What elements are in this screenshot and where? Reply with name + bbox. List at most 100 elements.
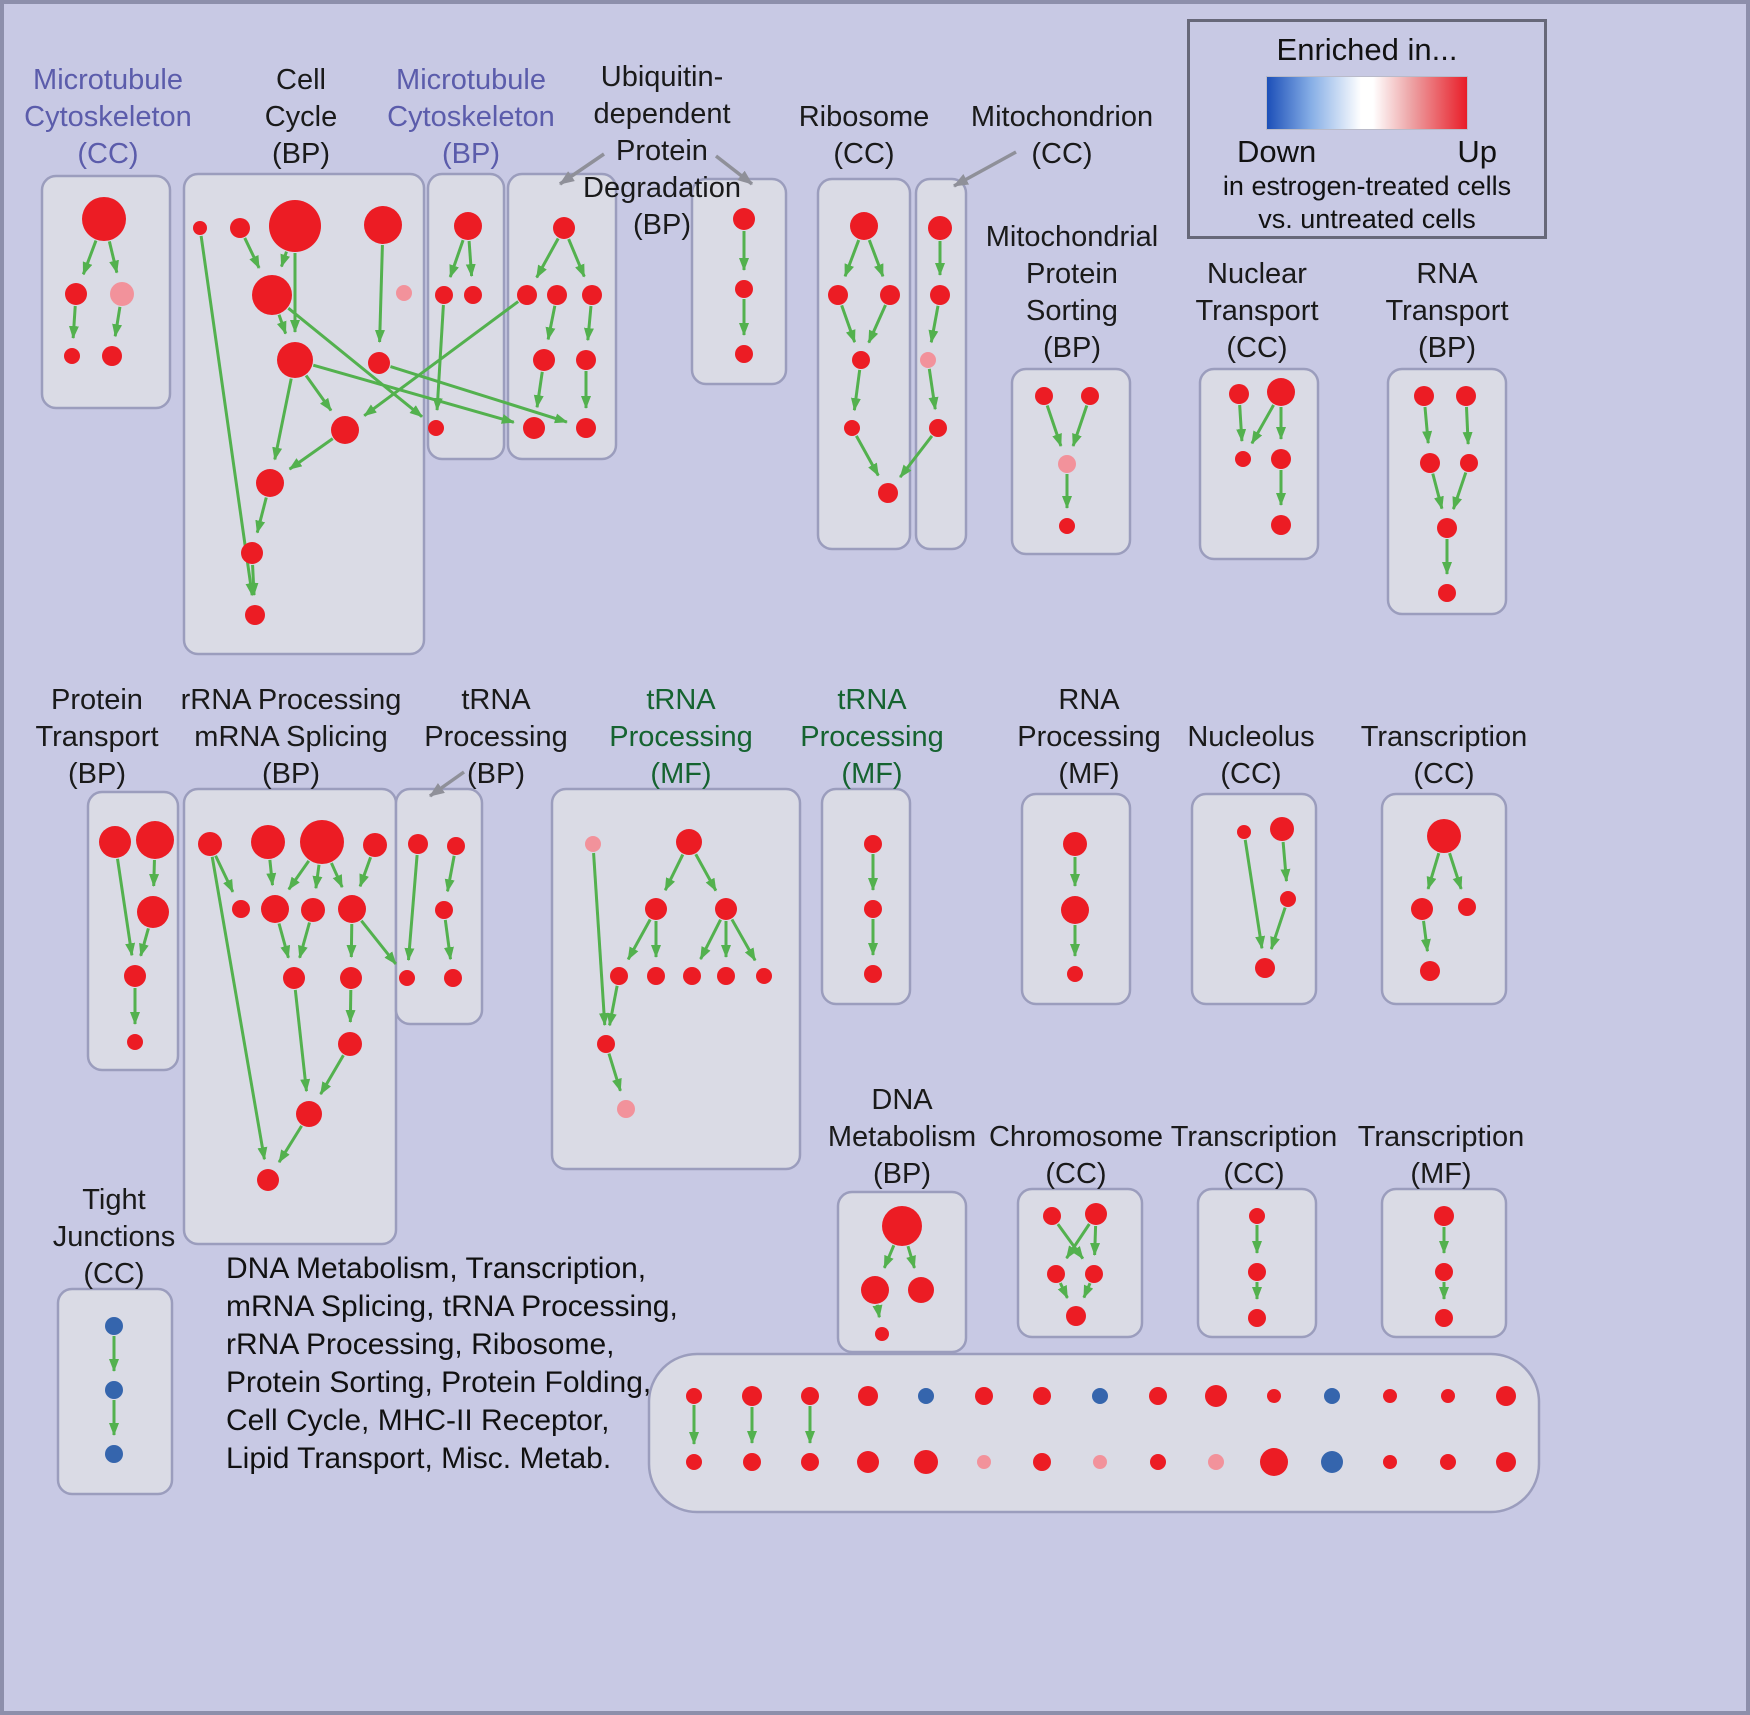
edge-arrow xyxy=(1426,852,1441,890)
go-term-node xyxy=(1438,584,1456,602)
go-term-node xyxy=(1205,1385,1227,1407)
go-term-node xyxy=(428,420,444,436)
go-term-node xyxy=(99,826,131,858)
go-term-node xyxy=(1496,1386,1516,1406)
edge-arrow xyxy=(293,989,311,1093)
edge-arrow xyxy=(899,435,934,479)
go-term-node xyxy=(864,965,882,983)
edge-arrow xyxy=(1071,404,1089,447)
go-term-node xyxy=(1255,958,1275,978)
edge-arrow xyxy=(840,304,857,344)
go-term-node xyxy=(396,285,412,301)
edge-arrow xyxy=(312,363,515,424)
edge-arrow xyxy=(867,304,887,344)
go-term-node xyxy=(733,208,755,230)
legend-up-label: Up xyxy=(1457,134,1497,169)
edge-arrow xyxy=(298,922,311,959)
edge-arrow xyxy=(927,368,939,411)
edge-arrow xyxy=(535,237,560,279)
color-legend: Enriched in... Down Up in estrogen-treat… xyxy=(1187,19,1547,239)
cluster-label-trna_bp: tRNA Processing (BP) xyxy=(424,684,568,790)
go-term-node xyxy=(1441,1389,1455,1403)
edge-arrow xyxy=(319,1054,345,1096)
go-term-node xyxy=(137,896,169,928)
go-term-node xyxy=(878,483,898,503)
label-pointer-arrow xyxy=(953,150,1017,188)
go-term-node xyxy=(850,212,878,240)
go-term-node xyxy=(743,1453,761,1471)
go-term-node xyxy=(447,837,465,855)
edge-arrow xyxy=(363,300,520,417)
go-term-node xyxy=(338,1032,362,1056)
go-term-node xyxy=(930,285,950,305)
go-term-node xyxy=(257,1169,279,1191)
edge-arrow xyxy=(1420,920,1431,953)
go-term-node xyxy=(1092,1388,1108,1404)
go-term-node xyxy=(918,1388,934,1404)
edge-arrow xyxy=(404,854,419,962)
go-term-node xyxy=(1229,384,1249,404)
go-term-node xyxy=(1208,1454,1224,1470)
go-term-node xyxy=(363,833,387,857)
edge-arrow xyxy=(1056,1223,1085,1260)
go-term-node xyxy=(844,420,860,436)
go-term-node xyxy=(523,417,545,439)
go-term-node xyxy=(296,1101,322,1127)
go-term-node xyxy=(435,901,453,919)
go-term-node xyxy=(585,836,601,852)
edge-arrow xyxy=(592,852,609,1027)
go-term-node xyxy=(105,1445,123,1463)
edge-arrow xyxy=(116,858,136,957)
edge-arrow xyxy=(443,919,454,961)
edge-arrow xyxy=(330,862,344,889)
legend-down-label: Down xyxy=(1237,134,1317,169)
legend-subtitle-line2: vs. untreated cells xyxy=(1258,204,1476,234)
go-term-node xyxy=(801,1453,819,1471)
go-term-node xyxy=(1383,1389,1397,1403)
cluster-label-mps: Mitochondrial Protein Sorting (BP) xyxy=(985,221,1159,364)
label-pointer-arrow xyxy=(714,154,754,186)
go-term-node xyxy=(683,967,701,985)
go-term-node xyxy=(1324,1388,1340,1404)
go-term-node xyxy=(1033,1453,1051,1471)
go-term-node xyxy=(1267,378,1295,406)
edge-arrow xyxy=(81,240,98,276)
go-term-node xyxy=(82,197,126,241)
go-term-node xyxy=(1460,454,1478,472)
cluster-box-bottom_misc xyxy=(647,1352,1541,1514)
edge-arrow xyxy=(533,371,544,409)
go-term-node xyxy=(647,967,665,985)
go-term-node xyxy=(198,832,222,856)
go-term-node xyxy=(1150,1454,1166,1470)
go-term-node xyxy=(717,967,735,985)
edge-arrow xyxy=(465,240,476,278)
edge-arrow xyxy=(1082,1282,1094,1299)
go-term-node xyxy=(1085,1265,1103,1283)
go-term-node xyxy=(1411,898,1433,920)
cluster-label-mito: Mitochondrion (CC) xyxy=(970,101,1154,170)
go-term-node xyxy=(136,821,174,859)
edge-arrow xyxy=(843,239,861,278)
go-term-node xyxy=(645,898,667,920)
go-term-node xyxy=(1440,1454,1456,1470)
go-term-node xyxy=(102,346,122,366)
edge-arrow xyxy=(68,305,79,340)
cluster-label-cell_cycle: Cell Cycle (BP) xyxy=(264,64,338,170)
go-term-node xyxy=(1047,1265,1065,1283)
go-term-node xyxy=(1059,518,1075,534)
go-term-node xyxy=(920,352,936,368)
cluster-label-tx_cc1: Transcription (CC) xyxy=(1360,721,1528,790)
edge-arrow xyxy=(606,985,619,1027)
edge-arrow xyxy=(312,864,323,890)
go-term-node xyxy=(1249,1208,1265,1224)
cluster-label-rna_tr: RNA Transport (BP) xyxy=(1385,258,1509,364)
cluster-label-nucleolus: Nucleolus (CC) xyxy=(1187,721,1315,790)
go-term-node xyxy=(269,200,321,252)
go-term-node xyxy=(368,352,390,374)
go-term-node xyxy=(1033,1387,1051,1405)
go-term-node xyxy=(576,418,596,438)
edge-arrow xyxy=(1250,404,1275,445)
go-term-node xyxy=(232,900,250,918)
go-term-node xyxy=(1061,896,1089,924)
go-term-node xyxy=(230,218,250,238)
